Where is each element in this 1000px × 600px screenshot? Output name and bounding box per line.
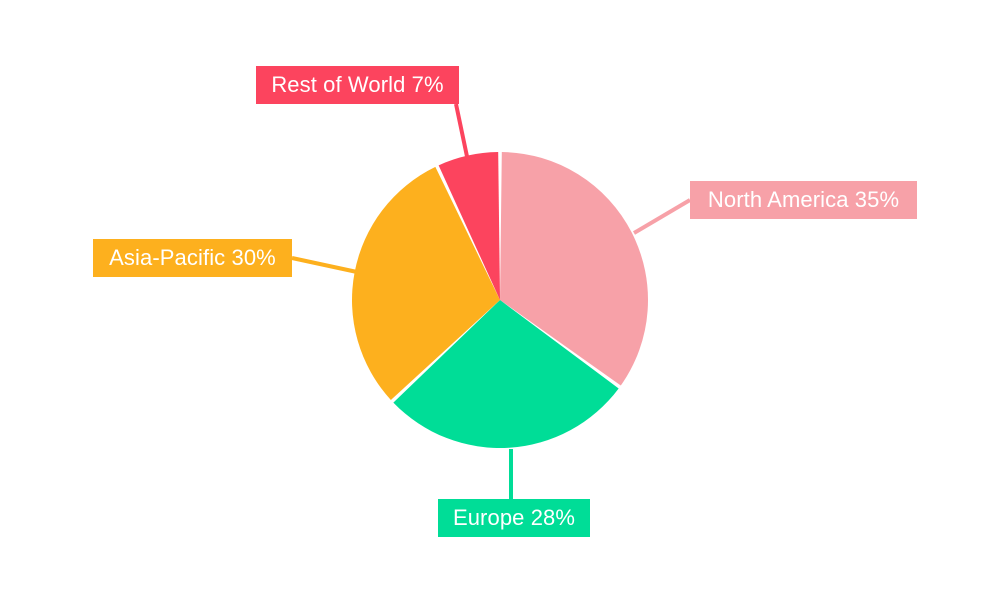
leader-line-rest-of-world <box>454 103 471 167</box>
pie-label-rest-of-world: Rest of World 7% <box>256 66 459 104</box>
pie-slices-group <box>351 152 649 448</box>
pie-slice-north-america[interactable] <box>500 152 649 386</box>
pie-label-europe: Europe 28% <box>438 499 590 537</box>
leader-lines-group <box>291 103 692 499</box>
leader-line-north-america <box>632 198 692 235</box>
pie-slice-europe[interactable] <box>393 300 619 448</box>
leader-line-asia-pacific <box>291 256 358 274</box>
pie-slice-asia-pacific[interactable] <box>351 166 500 400</box>
pie-label-asia-pacific: Asia-Pacific 30% <box>93 239 292 277</box>
pie-slice-rest-of-world[interactable] <box>438 152 500 300</box>
pie-label-north-america: North America 35% <box>690 181 917 219</box>
